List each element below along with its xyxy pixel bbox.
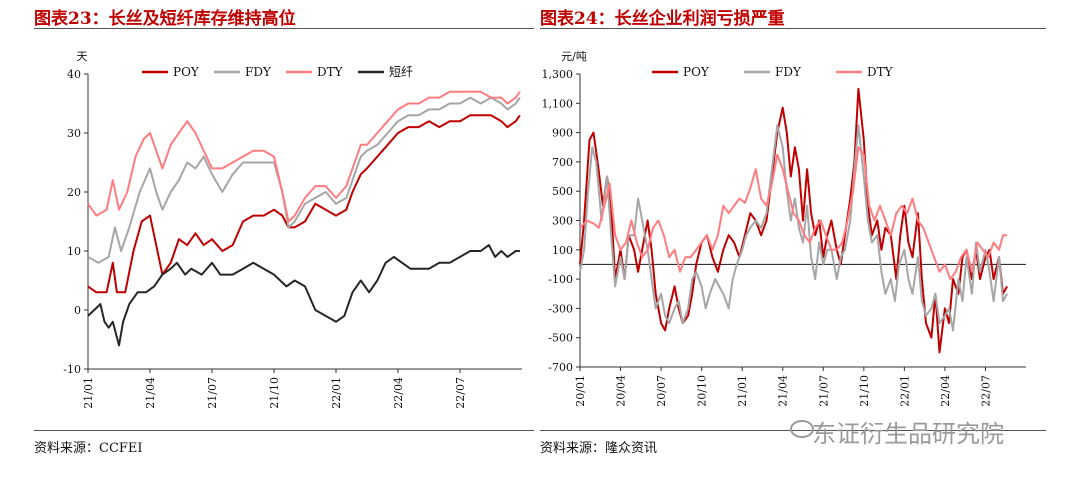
left-x-tick-label: 21/07 — [206, 377, 219, 409]
left-legend-label: 短纤 — [389, 65, 413, 79]
left-y-tick-label: 10 — [67, 245, 81, 258]
left-series-DTY — [87, 90, 521, 223]
right-x-tick-label: 21/04 — [777, 375, 790, 407]
left-x-tick-label: 21/04 — [144, 377, 157, 409]
right-y-tick-label: 900 — [552, 127, 573, 140]
right-y-tick-label: 300 — [552, 215, 573, 228]
right-x-tick-label: 21/01 — [736, 375, 749, 407]
left-x-tick-label: 22/04 — [392, 377, 405, 409]
left-title-rule — [34, 28, 534, 29]
left-source: 资料来源：CCFEI — [34, 441, 143, 456]
left-x-tick-label: 21/10 — [268, 377, 281, 409]
left-y-tick-label: 0 — [74, 304, 81, 317]
left-chart: -10 0 10 20 30 40 21/01 21/04 21/07 21/10 22/01 22/… — [63, 50, 522, 409]
right-y-tick-label: -100 — [548, 273, 573, 286]
watermark: 东证衍生品研究院 — [812, 420, 1004, 448]
right-series-POY — [579, 87, 1008, 354]
right-y-tick-label: -300 — [548, 302, 573, 315]
right-legend-label: POY — [683, 65, 710, 79]
right-title-rule — [540, 28, 1046, 29]
left-x-tick-label: 22/07 — [454, 377, 467, 409]
right-y-tick-label: 100 — [552, 244, 573, 257]
right-legend-label: FDY — [775, 65, 802, 79]
right-x-tick-label: 21/10 — [858, 375, 871, 407]
right-x-tick-label: 20/04 — [615, 375, 628, 407]
left-legend-label: FDY — [245, 65, 272, 79]
right-x-tick-label: 20/10 — [696, 375, 709, 407]
right-x-tick-label: 22/07 — [979, 375, 992, 407]
right-series-FDY — [579, 124, 1008, 332]
right-series-DTY — [579, 146, 1008, 281]
left-y-tick-label: 30 — [67, 127, 81, 140]
right-legend-label: DTY — [867, 65, 894, 79]
right-x-tick-label: 22/04 — [939, 375, 952, 407]
right-x-tick-label: 22/01 — [898, 375, 911, 407]
wechat-icon — [790, 420, 814, 438]
left-series-POY — [87, 114, 521, 294]
left-series-FDY — [87, 96, 521, 264]
right-y-tick-label: 500 — [552, 185, 573, 198]
left-y-axis-label: 天 — [77, 50, 88, 63]
right-x-tick-label: 20/07 — [655, 375, 668, 407]
right-y-tick-label: 1,100 — [542, 97, 574, 110]
right-y-axis-label: 元/吨 — [561, 50, 587, 63]
right-chart: -700 -500 -300 -100 100 300 500 700 900 1,100 1,30… — [542, 50, 1026, 407]
left-x-tick-label: 22/01 — [330, 377, 343, 409]
left-x-tick-label: 21/01 — [82, 377, 95, 409]
left-y-tick-label: -10 — [63, 363, 81, 376]
left-y-tick-label: 20 — [67, 186, 81, 199]
right-y-tick-label: -700 — [548, 361, 573, 374]
right-y-tick-label: -500 — [548, 332, 573, 345]
right-y-tick-label: 700 — [552, 156, 573, 169]
left-legend-label: POY — [173, 65, 200, 79]
right-y-tick-label: 1,300 — [542, 68, 574, 81]
right-source: 资料来源：隆众资讯 — [540, 441, 658, 456]
left-chart-title: 图表23：长丝及短纤库存维持高位 — [34, 9, 296, 29]
right-x-tick-label: 21/07 — [817, 375, 830, 407]
left-legend-label: DTY — [317, 65, 344, 79]
right-x-tick-label: 20/01 — [574, 375, 587, 407]
right-chart-title: 图表24：长丝企业利润亏损严重 — [540, 9, 785, 29]
left-series-短纤 — [87, 244, 520, 347]
left-y-tick-label: 40 — [67, 68, 81, 81]
left-source-rule — [34, 430, 534, 431]
